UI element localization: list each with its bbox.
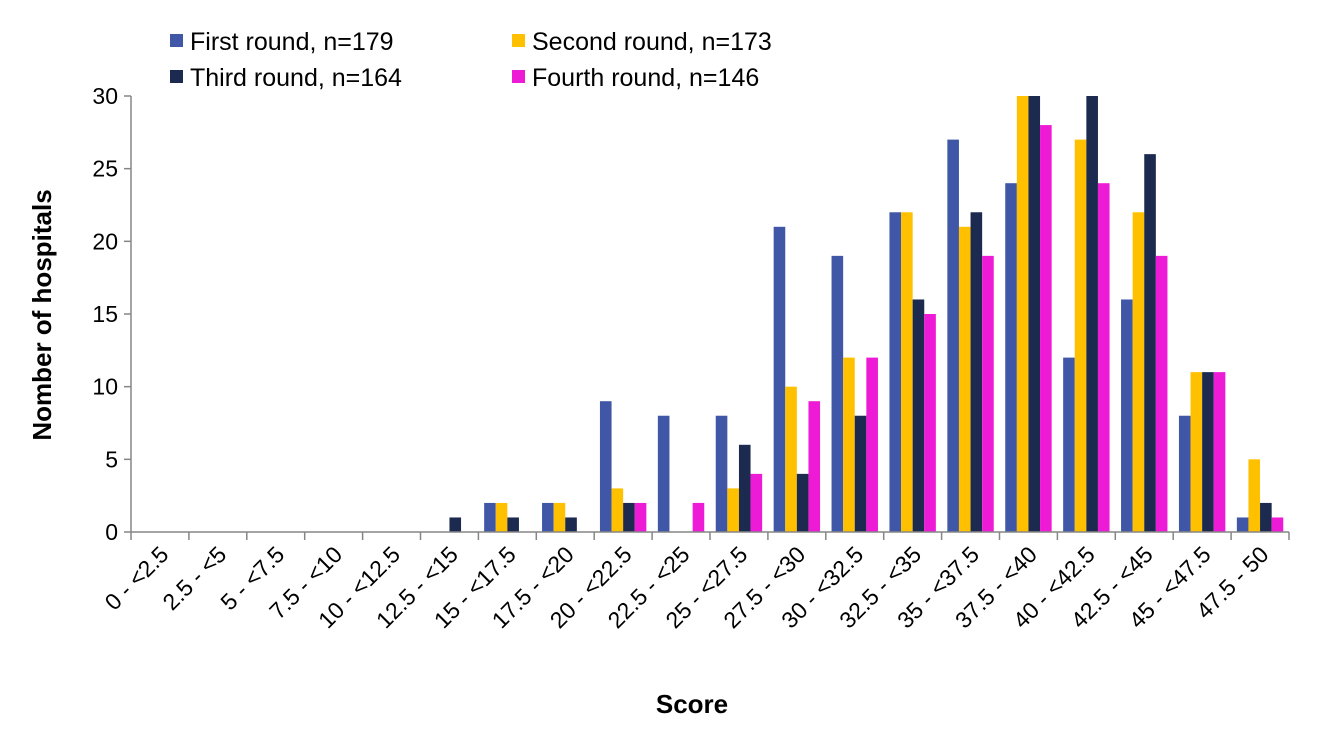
bar xyxy=(611,488,624,532)
legend-entry: First round, n=179 xyxy=(190,28,394,56)
bar xyxy=(1260,502,1272,532)
bar xyxy=(1248,459,1261,532)
bar xyxy=(484,502,496,532)
bar xyxy=(542,502,554,532)
bar xyxy=(1190,372,1203,532)
bar xyxy=(843,357,855,532)
bar xyxy=(866,357,878,532)
legend-swatch xyxy=(512,70,525,83)
bar xyxy=(1016,96,1029,532)
bar xyxy=(1028,96,1041,532)
bar xyxy=(889,212,902,532)
bar xyxy=(1121,299,1133,532)
bar xyxy=(738,444,751,532)
bar xyxy=(924,314,936,532)
legend-entry: Second round, n=173 xyxy=(532,28,772,56)
bar xyxy=(657,415,670,532)
bar xyxy=(507,517,519,532)
legend-entry: Fourth round, n=146 xyxy=(532,64,759,92)
bar xyxy=(1086,96,1098,532)
bar xyxy=(692,502,705,532)
bar xyxy=(958,226,971,533)
bar xyxy=(1097,183,1110,532)
bars xyxy=(449,96,1284,533)
bar xyxy=(1144,154,1156,532)
bar xyxy=(831,255,844,532)
x-tick-label: 2.5 - <5 xyxy=(157,541,231,615)
bar xyxy=(796,473,809,532)
legend-swatch xyxy=(170,34,183,47)
y-axis: 0 5 10 15 20 25 30 xyxy=(92,83,132,545)
y-tick-label: 5 xyxy=(105,446,118,472)
y-tick-label: 10 xyxy=(92,374,118,400)
bar xyxy=(1063,357,1075,532)
bar xyxy=(773,226,786,533)
bar xyxy=(1213,372,1226,532)
y-tick-label: 0 xyxy=(105,519,118,545)
bar xyxy=(1074,139,1087,532)
bar xyxy=(449,517,462,532)
bar xyxy=(901,212,913,532)
bar xyxy=(599,401,612,532)
bar xyxy=(912,299,925,532)
bar xyxy=(808,401,821,532)
bar xyxy=(947,139,959,532)
bar xyxy=(715,415,728,532)
bar xyxy=(565,517,577,532)
bar xyxy=(1155,255,1168,532)
y-tick-label: 20 xyxy=(92,228,118,254)
bar xyxy=(1178,415,1191,532)
bar xyxy=(553,502,566,532)
bar xyxy=(982,255,994,532)
x-axis-title: Score xyxy=(656,689,728,719)
bar xyxy=(1236,517,1249,532)
bar xyxy=(970,212,983,532)
bar xyxy=(495,502,508,532)
y-tick-label: 15 xyxy=(92,301,118,327)
bar xyxy=(623,502,635,532)
bar xyxy=(1005,183,1017,532)
bar xyxy=(634,502,647,532)
legend-entry: Third round, n=164 xyxy=(190,64,402,92)
legend-swatch xyxy=(512,34,525,47)
y-tick-label: 25 xyxy=(92,156,118,182)
legend-swatch xyxy=(170,70,183,83)
legend: First round, n=179 Second round, n=173 Thi… xyxy=(170,28,772,92)
bar xyxy=(1271,517,1284,532)
bar xyxy=(727,488,739,532)
bar xyxy=(750,473,763,532)
y-axis-title: Nomber of hospitals xyxy=(27,189,57,440)
bar xyxy=(1132,212,1145,532)
y-tick-label: 30 xyxy=(92,83,118,109)
bar xyxy=(1202,372,1214,532)
bar xyxy=(785,386,797,532)
x-tick-label: 0 - <2.5 xyxy=(99,541,173,615)
bar xyxy=(854,415,867,532)
bar xyxy=(1040,125,1052,533)
